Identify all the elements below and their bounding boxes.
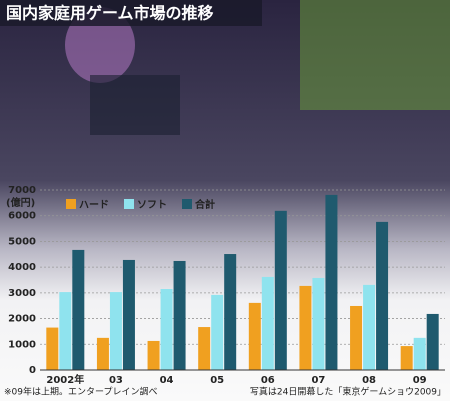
legend-label: ハード: [79, 199, 109, 211]
legend-swatch: [124, 199, 134, 209]
footnote: ※09年は上期。エンタープレイン調べ: [4, 386, 157, 398]
y-tick-label: 3000: [8, 288, 36, 299]
x-tick-label: 05: [210, 375, 224, 386]
bar: [72, 249, 85, 370]
y-tick-label: 4000: [8, 262, 36, 273]
bar: [122, 259, 135, 370]
x-tick-label: 04: [160, 375, 174, 386]
x-tick-label: 08: [362, 375, 376, 386]
y-axis-label: (億円): [6, 196, 35, 209]
bar: [173, 260, 186, 370]
bar: [376, 221, 389, 370]
x-tick-label: 06: [261, 375, 275, 386]
x-tick-label: 03: [109, 375, 123, 386]
footnote: 写真は24日開幕した「東京ゲームショウ2009」: [250, 386, 446, 398]
bar: [363, 284, 376, 370]
bar: [109, 292, 122, 370]
bar: [198, 327, 211, 370]
bar: [274, 210, 287, 370]
bar: [224, 254, 237, 370]
photo-booth: [300, 0, 450, 110]
bar: [413, 337, 426, 370]
y-tick-label: 2000: [8, 314, 36, 325]
x-tick-label: 07: [311, 375, 325, 386]
bar: [46, 327, 59, 370]
bar: [248, 302, 261, 370]
y-tick-label: 5000: [8, 236, 36, 247]
y-tick-label: 7000: [8, 185, 36, 196]
x-tick-label: 2002年: [46, 373, 84, 386]
bar: [426, 313, 439, 370]
bar: [400, 346, 413, 370]
bar: [350, 305, 363, 370]
bar: [312, 277, 325, 370]
photo-screen: [90, 75, 180, 135]
bar: [261, 276, 274, 370]
legend-label: 合計: [194, 198, 215, 211]
y-tick-label: 0: [29, 365, 36, 376]
title-band: [0, 0, 262, 26]
bar: [211, 294, 224, 370]
legend-swatch: [182, 199, 192, 209]
legend-swatch: [66, 199, 76, 209]
x-tick-label: 09: [413, 375, 427, 386]
bar: [160, 289, 173, 370]
bar: [59, 292, 72, 370]
bar: [325, 194, 338, 370]
y-tick-label: 1000: [8, 339, 36, 350]
y-tick-label: 6000: [8, 211, 36, 222]
chart-title: 国内家庭用ゲーム市場の推移: [6, 4, 214, 23]
bar: [147, 340, 160, 370]
legend-label: ソフト: [137, 199, 167, 211]
bar: [96, 337, 109, 370]
bar: [299, 285, 312, 370]
